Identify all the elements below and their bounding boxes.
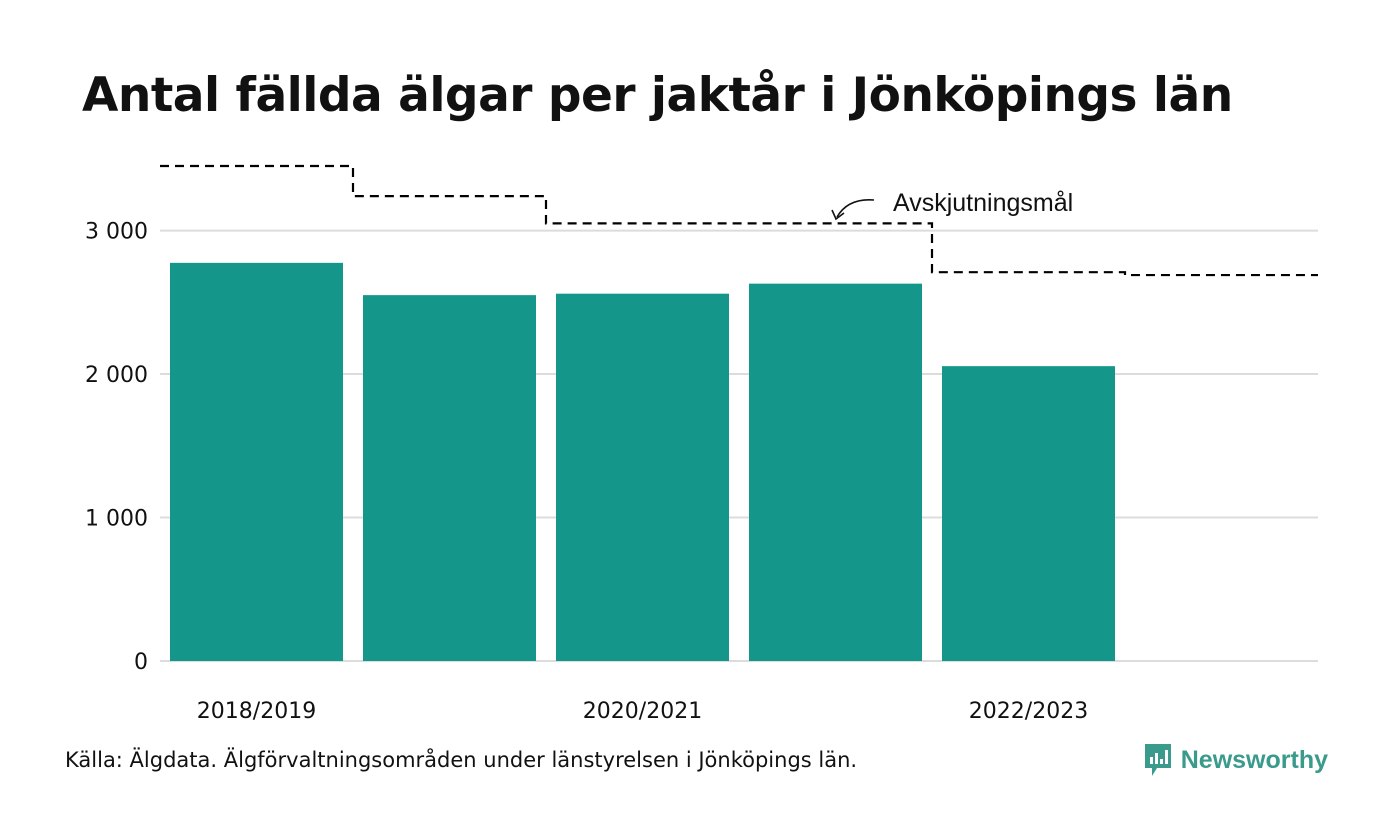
y-axis-ticks: 0 1 000 2 000 3 000: [85, 220, 148, 675]
brand-logo: Newsworthy: [1143, 742, 1328, 778]
y-tick-label: 1 000: [85, 507, 148, 532]
x-tick-label: 2018/2019: [197, 699, 316, 724]
y-tick-label: 0: [134, 650, 148, 675]
y-tick-label: 3 000: [85, 220, 148, 245]
source-note: Källa: Älgdata. Älgförvaltningsområden u…: [65, 748, 858, 772]
x-tick-label: 2022/2023: [969, 699, 1088, 724]
x-axis-ticks: 2018/2019 2020/2021 2022/2023: [197, 699, 1088, 724]
bar: [363, 295, 536, 661]
annotation-arrow: [836, 199, 875, 218]
bars: [170, 262, 1115, 661]
grid-lines: [160, 229, 1318, 662]
target-line: Avskjutningsmål: [160, 164, 1318, 277]
bar: [749, 283, 922, 661]
brand-name: Newsworthy: [1180, 745, 1328, 774]
newsworthy-logo-icon: [1144, 744, 1171, 776]
bar: [170, 262, 343, 661]
y-tick-label: 2 000: [85, 363, 148, 388]
bar: [556, 293, 729, 661]
bar: [942, 366, 1115, 661]
target-step-line: [160, 164, 1318, 277]
target-line-label: Avskjutningsmål: [893, 189, 1073, 217]
annotation-arrowhead: [831, 209, 845, 221]
chart-title: Antal fällda älgar per jaktår i Jönköpin…: [82, 68, 1233, 123]
x-tick-label: 2020/2021: [583, 699, 702, 724]
